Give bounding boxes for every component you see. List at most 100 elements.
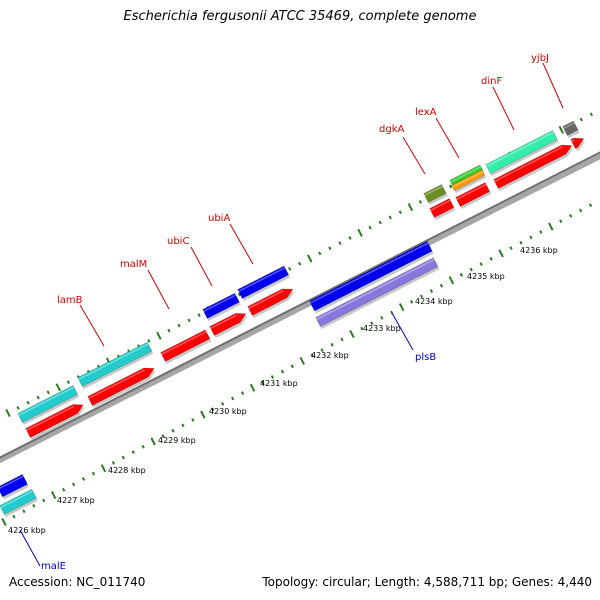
gene-box-malE-blue-body: [0, 474, 28, 498]
gene-box-ubiC-highlight: [203, 294, 237, 312]
leader-malM: [147, 269, 170, 310]
tick-inner-24: [240, 391, 245, 395]
cds-box-plsB-highlight: [316, 258, 435, 320]
tick-outer-34: [348, 236, 352, 240]
gene-box-dinF-body: [485, 130, 558, 174]
cds-box-plsB-body: [315, 257, 439, 327]
gene-label-dgkA: dgkA: [379, 124, 404, 135]
tick-inner-17: [171, 428, 175, 433]
tick-inner-30: [299, 356, 305, 365]
tick-outer-28: [288, 266, 292, 271]
gene-label-lamB: lamB: [57, 295, 83, 306]
tick-outer-57: [579, 117, 583, 122]
gene-box-ubiA: [237, 265, 291, 301]
tick-inner-47: [469, 267, 473, 272]
tick-outer-2: [26, 400, 30, 405]
tick-inner-52: [519, 240, 523, 245]
gene-label-plsB: plsB: [415, 352, 436, 363]
tick-inner-12: [121, 455, 125, 460]
scale-label-4234: 4234 kbp: [415, 297, 453, 306]
cds-arrow-ubiA-body: [247, 288, 294, 316]
gene-label-malE: malE: [41, 561, 66, 572]
tick-inner-32: [320, 348, 324, 352]
gene-box-lexA-green-body: [449, 164, 484, 187]
gene-label-malM: malM: [120, 259, 147, 270]
cds-box-lexA: [455, 182, 492, 209]
tick-outer-33: [338, 241, 342, 245]
cds-arrow-yjbJ-highlight: [571, 139, 575, 142]
leader-lamB: [79, 304, 105, 347]
tick-outer-0: [5, 408, 11, 418]
gene-label-lexA: lexA: [415, 107, 437, 118]
tick-inner-0: [1, 517, 7, 527]
gene-box-dinF-highlight: [486, 131, 554, 167]
cds-arrow-ubiA: [247, 288, 295, 318]
cds-arrow-ubiC-highlight: [210, 314, 237, 329]
gene-box-dgkA-body: [423, 184, 447, 203]
gene-label-yjbJ: yjbJ: [531, 53, 549, 64]
gene-box-lexA-orange-body: [451, 169, 486, 192]
tick-inner-42: [419, 294, 424, 299]
gene-box-malE-cyan-highlight: [0, 490, 34, 508]
tick-inner-58: [579, 208, 583, 213]
gene-box-ubiA-body: [237, 265, 290, 299]
tick-inner-3: [32, 504, 36, 508]
tick-inner-13: [131, 450, 135, 455]
gene-box-yjbJ-highlight: [563, 122, 575, 129]
tick-inner-2: [22, 509, 26, 514]
backbone-line: [0, 151, 600, 459]
tick-outer-58: [589, 112, 594, 117]
cds-box-dgkA-highlight: [430, 199, 451, 211]
leader-yjbJ: [542, 62, 564, 109]
tick-inner-1: [12, 514, 16, 519]
leader-malE: [19, 529, 41, 567]
gene-box-left-cyan-highlight: [18, 386, 75, 416]
gene-box-lamB: [77, 341, 154, 389]
scale-labels: 4226 kbp 4227 kbp 4228 kbp 4229 kbp 4230…: [8, 246, 558, 535]
tick-outer-30: [307, 254, 313, 263]
cds-arrow-ubiC-body: [209, 313, 247, 336]
tick-inner-44: [439, 283, 444, 288]
cds-arrow-2-body: [87, 367, 155, 406]
tick-outer-5: [55, 383, 61, 392]
tick-inner-14: [141, 444, 145, 449]
tick-outer-17: [177, 323, 181, 328]
cds-arrow-ubiA-highlight: [248, 289, 284, 309]
cds-arrow-2: [87, 367, 156, 408]
gene-box-plsB-highlight: [310, 242, 429, 304]
tick-inner-7: [71, 482, 76, 487]
gene-box-malE-blue: [0, 474, 29, 500]
tick-inner-55: [548, 222, 554, 231]
cds-arrow-dinF: [493, 144, 574, 191]
gene-box-yjbJ: [562, 120, 580, 138]
cds-box-malM-highlight: [161, 330, 207, 355]
tick-outer-39: [398, 210, 402, 215]
gene-box-left-cyan: [17, 385, 80, 425]
cds-box-dgkA-body: [429, 198, 455, 218]
scale-label-4235: 4235 kbp: [467, 272, 505, 281]
tick-inner-27: [270, 375, 275, 379]
tick-inner-19: [191, 418, 195, 422]
gene-box-lexA-green-highlight: [450, 166, 482, 183]
tick-inner-28: [280, 369, 284, 374]
cds-arrow-1-highlight: [26, 405, 75, 431]
leader-ubiC: [190, 246, 213, 287]
tick-outer-23: [237, 292, 241, 297]
gene-box-dgkA: [423, 184, 448, 205]
scale-label-4231: 4231 kbp: [260, 379, 298, 388]
scale-label-4230: 4230 kbp: [209, 407, 247, 416]
cds-box-malM-body: [160, 329, 211, 362]
tick-inner-29: [290, 364, 294, 369]
map-title: Escherichia fergusonii ATCC 35469, compl…: [123, 9, 477, 24]
tick-outer-41: [418, 200, 423, 204]
tick-inner-46: [459, 273, 463, 277]
cds-box-dgkA: [429, 198, 456, 220]
gene-label-dinF: dinF: [481, 76, 502, 87]
tick-outer-14: [147, 339, 151, 343]
cds-arrow-dinF-highlight: [494, 146, 563, 182]
gene-box-plsB: [309, 240, 434, 314]
tick-inner-34: [340, 337, 344, 342]
cds-box-plsB: [315, 257, 440, 329]
cds-arrow-1-body: [25, 404, 84, 438]
genome-backbone: [0, 151, 600, 464]
